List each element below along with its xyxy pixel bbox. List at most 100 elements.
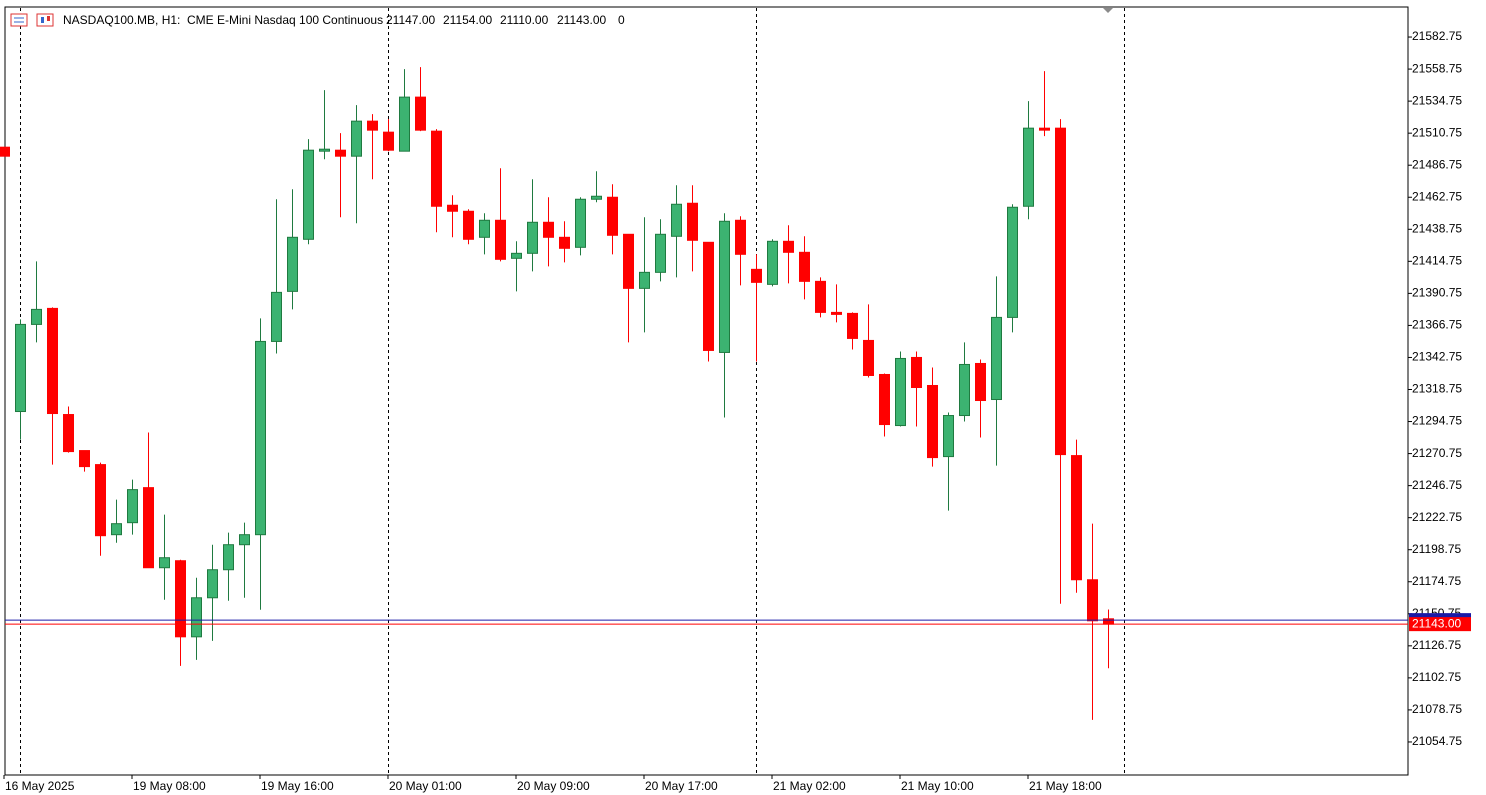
candle-body	[847, 312, 858, 339]
y-tick-label: 21582.75	[1412, 29, 1462, 43]
y-tick-label: 21222.75	[1412, 510, 1462, 524]
y-tick-label: 21534.75	[1412, 93, 1462, 107]
candle-body	[1039, 127, 1050, 131]
candle-body	[15, 323, 26, 413]
x-tick-label: 21 May 10:00	[901, 779, 974, 793]
candle-body	[559, 236, 570, 249]
y-tick-label: 21246.75	[1412, 478, 1462, 492]
y-tick-label: 21390.75	[1412, 286, 1462, 300]
candle-body	[191, 597, 202, 638]
candle-body	[463, 210, 474, 240]
candle-body	[223, 544, 234, 571]
y-tick-label: 21462.75	[1412, 189, 1462, 203]
volume: 0	[618, 13, 625, 27]
y-tick-label: 21198.75	[1412, 542, 1461, 556]
candle-body	[31, 308, 42, 325]
candle-body	[1087, 579, 1098, 622]
candle-body	[63, 414, 74, 453]
candle-body	[383, 131, 394, 151]
y-tick-label: 21486.75	[1412, 157, 1462, 171]
candle-body	[1023, 127, 1034, 207]
icon	[41, 17, 44, 23]
candle-body	[495, 219, 506, 260]
y-tick-label: 21270.75	[1412, 446, 1462, 460]
candle-body	[607, 196, 618, 236]
candle-body	[319, 148, 330, 152]
candle-body	[255, 340, 266, 536]
icon	[10, 13, 28, 27]
candle-body	[687, 202, 698, 241]
y-tick-label: 21366.75	[1412, 318, 1462, 332]
candle-body	[431, 130, 442, 207]
candle-body	[655, 233, 666, 273]
y-tick-label: 21054.75	[1412, 734, 1462, 748]
candle-body	[879, 373, 890, 426]
candle-body	[399, 96, 410, 152]
candle-body	[127, 489, 138, 524]
x-tick-label: 20 May 17:00	[645, 779, 718, 793]
candle-body	[527, 221, 538, 254]
y-tick-label: 21294.75	[1412, 414, 1462, 428]
header-icons	[10, 13, 54, 27]
candle-body	[47, 307, 58, 415]
candle-body	[991, 316, 1002, 401]
candle-body	[479, 219, 490, 238]
candle-body	[575, 198, 586, 248]
candle-body	[543, 221, 554, 238]
candle-body	[271, 291, 282, 342]
candle-body	[95, 464, 106, 537]
candle-body	[815, 280, 826, 313]
candle-body	[1103, 618, 1114, 625]
x-tick-label: 19 May 08:00	[133, 779, 206, 793]
candle-body	[511, 252, 522, 259]
ohlc-open: 21147.00	[386, 13, 435, 27]
candle-body	[1055, 127, 1066, 456]
ohlc-close: 21143.00	[557, 13, 606, 27]
candle-body	[303, 149, 314, 240]
y-tick-label: 21078.75	[1412, 702, 1462, 716]
candle-body	[799, 251, 810, 282]
candle-body	[927, 384, 938, 459]
y-tick-label: 21174.75	[1412, 574, 1461, 588]
candle-body	[863, 339, 874, 376]
candle-body	[335, 149, 346, 157]
ask-marker	[1409, 613, 1471, 619]
shift-marker	[1103, 8, 1113, 13]
ohlc-high: 21154.00	[443, 13, 492, 27]
candle-body	[143, 487, 154, 569]
candle-body	[751, 268, 762, 283]
candle-body	[831, 311, 842, 315]
candle-body	[175, 560, 186, 638]
candle-body	[207, 569, 218, 599]
candle-body	[719, 220, 730, 353]
last-price-label: 21143.00	[1412, 616, 1461, 630]
candle-body	[239, 534, 250, 546]
y-tick-label: 21510.75	[1412, 125, 1462, 139]
icon	[47, 16, 50, 21]
y-tick-label: 21126.75	[1412, 638, 1461, 652]
candle-body	[447, 204, 458, 212]
candle-body	[1071, 455, 1082, 581]
candle-body	[911, 356, 922, 388]
candle-body	[415, 96, 426, 131]
candle-body	[671, 203, 682, 237]
candle-body	[1007, 206, 1018, 318]
x-tick-label: 19 May 16:00	[261, 779, 334, 793]
candle-body	[79, 450, 90, 468]
candle-body	[639, 271, 650, 289]
candle-body	[351, 120, 362, 157]
candle-body	[111, 523, 122, 536]
candle-body	[367, 120, 378, 131]
symbol: NASDAQ100.MB, H1:	[63, 13, 180, 27]
x-tick-label: 20 May 01:00	[389, 779, 462, 793]
x-tick-label: 21 May 18:00	[1029, 779, 1102, 793]
y-tick-label: 21558.75	[1412, 61, 1462, 75]
candle-body	[703, 241, 714, 351]
candle-body	[943, 415, 954, 458]
x-tick-label: 16 May 2025	[5, 779, 75, 793]
x-tick-label: 21 May 02:00	[773, 779, 846, 793]
description: CME E-Mini Nasdaq 100 Continuous	[187, 13, 383, 27]
y-tick-label: 21102.75	[1412, 670, 1461, 684]
